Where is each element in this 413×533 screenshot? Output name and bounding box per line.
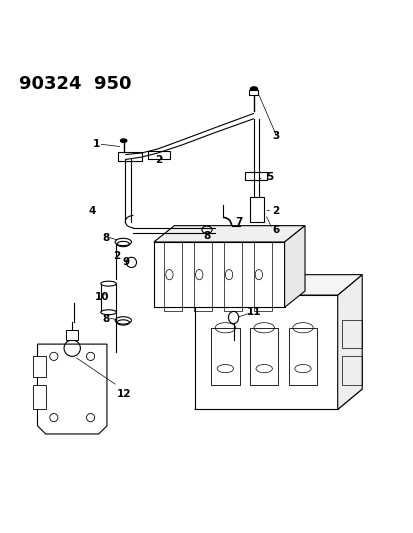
Ellipse shape	[100, 310, 116, 314]
Polygon shape	[194, 389, 361, 409]
Text: 8: 8	[102, 233, 110, 243]
Bar	[244, 172, 267, 180]
Polygon shape	[194, 295, 337, 409]
Text: 90324  950: 90324 950	[19, 75, 131, 93]
Bar	[249, 90, 258, 95]
Bar	[100, 284, 116, 312]
Polygon shape	[154, 242, 284, 308]
Bar	[211, 328, 239, 385]
Text: 5: 5	[266, 172, 273, 182]
Bar	[249, 328, 278, 385]
Bar	[341, 320, 361, 348]
Text: 4: 4	[88, 206, 96, 216]
Bar	[193, 242, 212, 311]
Polygon shape	[194, 274, 361, 295]
Bar	[66, 330, 78, 340]
Text: 10: 10	[95, 292, 109, 302]
Bar	[223, 242, 242, 311]
Text: 9: 9	[123, 257, 130, 268]
Bar	[118, 152, 142, 161]
Polygon shape	[284, 225, 304, 308]
Bar	[33, 385, 45, 409]
Polygon shape	[337, 274, 361, 409]
Bar	[288, 328, 316, 385]
Text: 1: 1	[93, 139, 100, 149]
Polygon shape	[38, 344, 107, 434]
Text: 2: 2	[272, 206, 279, 216]
Text: 2: 2	[155, 155, 162, 165]
Bar	[341, 357, 361, 385]
Ellipse shape	[120, 139, 127, 142]
Text: 12: 12	[117, 389, 131, 399]
Bar	[164, 242, 182, 311]
Bar	[249, 197, 263, 222]
Text: 11: 11	[247, 307, 261, 317]
Text: 7: 7	[235, 216, 242, 227]
Ellipse shape	[100, 281, 116, 286]
Polygon shape	[154, 225, 304, 242]
Text: 6: 6	[272, 225, 279, 235]
Text: 3: 3	[272, 131, 279, 141]
Bar	[253, 242, 271, 311]
Text: 8: 8	[102, 314, 110, 324]
Ellipse shape	[250, 87, 257, 91]
Text: 8: 8	[202, 231, 210, 241]
Text: 2: 2	[113, 251, 120, 261]
Bar	[147, 151, 170, 159]
Bar	[33, 357, 45, 377]
